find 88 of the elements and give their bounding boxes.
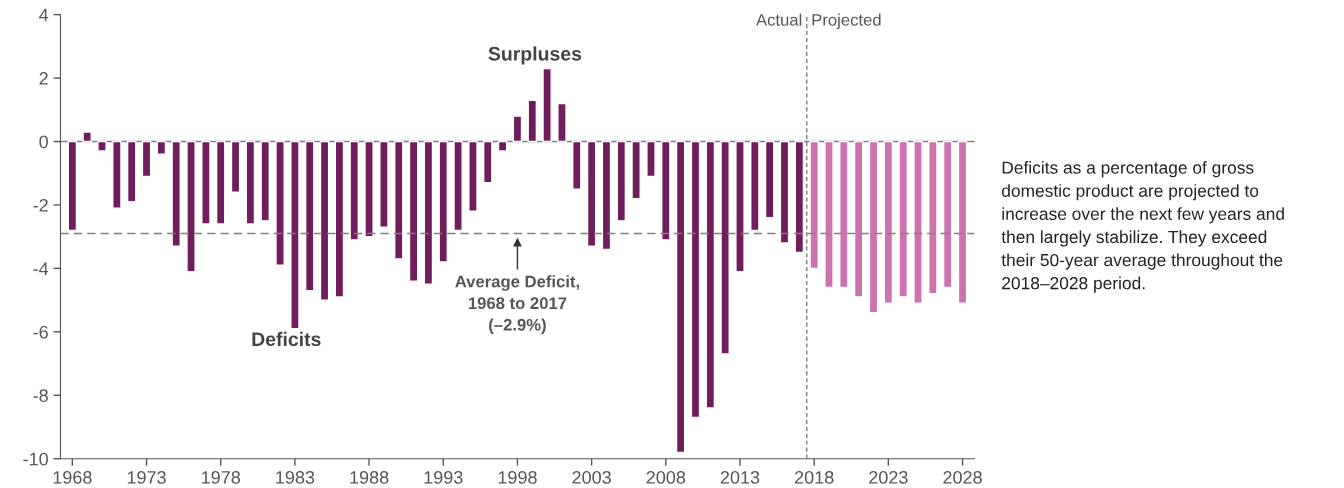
bar	[779, 140, 790, 244]
bar	[97, 140, 107, 152]
bar	[82, 131, 92, 143]
x-tick-label: 1988	[350, 471, 389, 484]
bar	[112, 140, 122, 209]
bar	[750, 140, 760, 232]
bar	[67, 140, 78, 232]
bar	[156, 140, 167, 155]
annotation: Deficits	[252, 331, 321, 347]
bar	[572, 140, 582, 190]
bar	[275, 140, 285, 266]
annotation: Surpluses	[488, 46, 582, 65]
bar	[201, 140, 211, 225]
bar	[839, 140, 849, 289]
bar	[542, 67, 552, 143]
bar	[230, 140, 241, 193]
bar	[171, 140, 181, 247]
y-tick-label: -6	[33, 325, 48, 339]
bar	[928, 140, 938, 295]
bar	[883, 140, 894, 304]
bar	[675, 140, 686, 454]
ref-line-label: Average Deficit, 1968 to 2017 (–2.9%)	[455, 275, 579, 334]
x-tick-label: 2023	[869, 471, 908, 484]
bar	[557, 102, 567, 143]
bar	[364, 140, 374, 238]
y-tick-label: -8	[33, 389, 48, 402]
bar	[942, 140, 953, 289]
bar	[423, 140, 434, 285]
x-tick-label: 2003	[572, 471, 611, 484]
bar	[349, 140, 360, 241]
y-tick-label: 0	[39, 135, 48, 149]
bar	[215, 140, 226, 225]
bar	[319, 140, 330, 301]
x-tick-label: 2028	[943, 471, 982, 484]
y-tick-label: -10	[23, 452, 48, 466]
y-tick-label: -2	[33, 198, 48, 212]
bar	[468, 140, 478, 212]
bar	[853, 140, 864, 298]
y-tick-label: -4	[33, 262, 49, 275]
x-tick-label: 1973	[127, 471, 166, 484]
bar	[705, 140, 716, 409]
bar	[764, 140, 775, 219]
bar	[186, 140, 196, 273]
bar	[631, 140, 641, 200]
x-tick-label: 2018	[794, 471, 834, 484]
bar	[794, 140, 805, 254]
bar	[393, 140, 404, 260]
annotation: Actual	[756, 13, 802, 26]
x-tick-label: 1993	[424, 471, 463, 484]
bar	[646, 140, 656, 178]
x-tick-label: 1968	[53, 471, 92, 484]
x-tick-label: 1983	[276, 471, 315, 484]
y-tick-label: 2	[39, 72, 48, 85]
bar	[868, 140, 879, 314]
bar	[408, 140, 419, 282]
bar	[453, 140, 463, 232]
bar	[260, 140, 270, 222]
x-tick-label: 2008	[646, 471, 686, 484]
bar	[586, 140, 597, 247]
bar	[913, 140, 923, 304]
bar	[661, 140, 671, 241]
bar	[304, 140, 315, 292]
bar	[379, 140, 389, 228]
bar	[245, 140, 256, 225]
y-tick-label: 4	[39, 8, 49, 22]
bar	[616, 140, 627, 222]
bar	[290, 140, 300, 330]
bar	[141, 140, 152, 178]
bar	[809, 140, 819, 270]
bar	[527, 99, 538, 143]
bar	[334, 140, 345, 298]
bar	[512, 115, 523, 143]
annotation: Projected	[812, 13, 881, 30]
bar	[824, 140, 834, 289]
bar	[690, 140, 701, 419]
bar	[438, 140, 449, 263]
bar	[735, 140, 745, 273]
x-tick-label: 1998	[498, 471, 537, 484]
bar	[898, 140, 908, 298]
bar	[957, 140, 968, 304]
x-tick-label: 1978	[202, 471, 241, 484]
bar	[482, 140, 493, 184]
bar	[497, 140, 508, 152]
x-tick-label: 2013	[720, 471, 760, 484]
bar	[720, 140, 730, 355]
bar	[126, 140, 137, 203]
bar	[601, 140, 612, 251]
text: Deficits as a percentage of gross domestic product are projected to increase over the next few years and then largely stabilize. They exceed their 50-year average throughout the 2018–2028 period.	[1001, 161, 1284, 293]
